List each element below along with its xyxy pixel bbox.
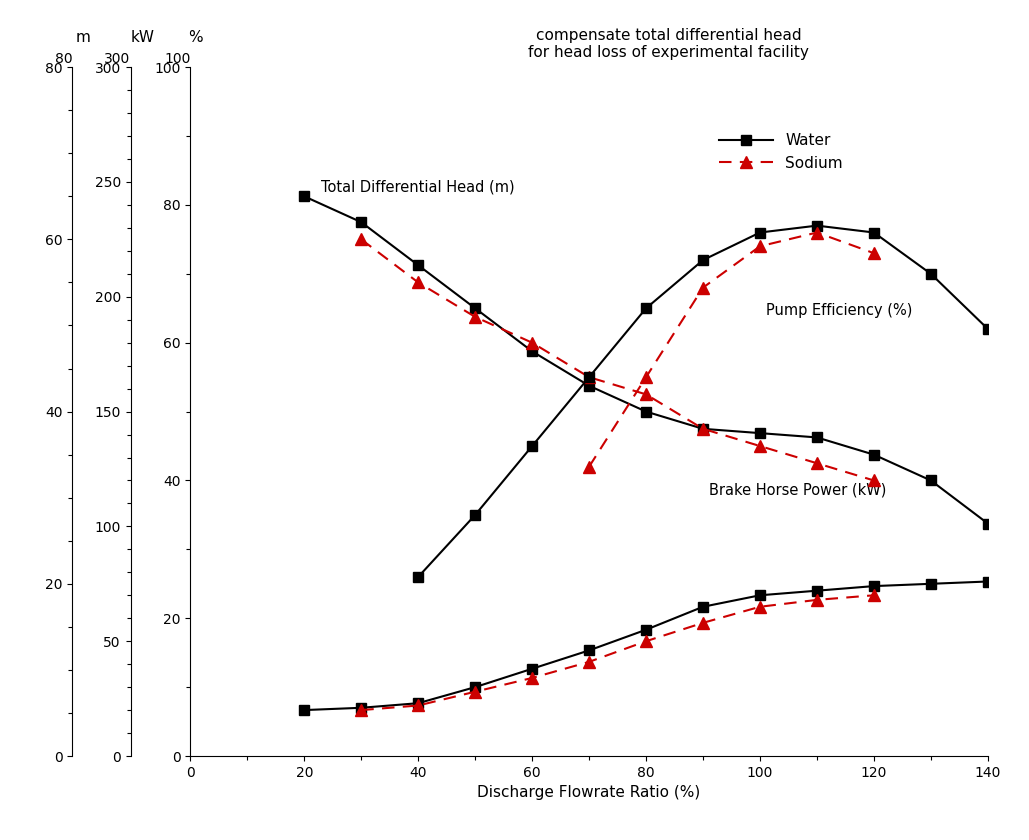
Text: Total Differential Head (m): Total Differential Head (m) (321, 179, 514, 194)
Legend: Water, Sodium: Water, Sodium (716, 130, 846, 174)
Text: m: m (75, 29, 91, 45)
Text: Pump Efficiency (%): Pump Efficiency (%) (766, 303, 912, 318)
Text: %: % (188, 29, 203, 45)
Text: 80: 80 (55, 51, 72, 66)
Text: 300: 300 (104, 51, 131, 66)
Text: Brake Horse Power (kW): Brake Horse Power (kW) (709, 482, 886, 497)
Title: compensate total differential head
for head loss of experimental facility: compensate total differential head for h… (529, 28, 809, 60)
Text: kW: kW (131, 29, 155, 45)
Text: 100: 100 (164, 51, 190, 66)
X-axis label: Discharge Flowrate Ratio (%): Discharge Flowrate Ratio (%) (477, 785, 701, 801)
